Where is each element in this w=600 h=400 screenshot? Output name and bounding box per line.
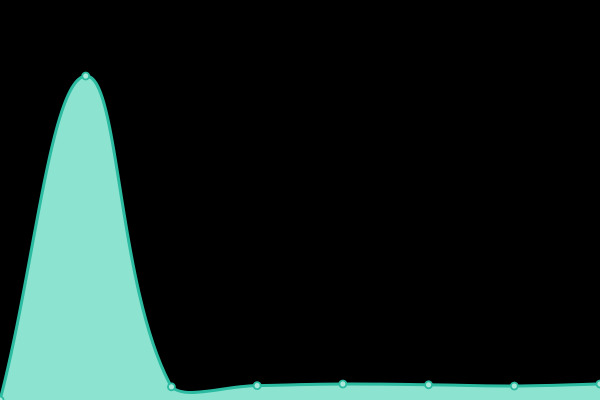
data-point-marker[interactable] xyxy=(167,382,176,392)
data-point-marker[interactable] xyxy=(252,381,262,391)
data-point-markers xyxy=(0,71,600,400)
data-point-marker[interactable] xyxy=(509,381,519,391)
data-point-marker[interactable] xyxy=(81,71,91,81)
line-stroke xyxy=(0,74,600,400)
data-point-marker[interactable] xyxy=(424,380,433,390)
data-point-marker[interactable] xyxy=(595,379,600,389)
data-point-marker[interactable] xyxy=(338,379,348,389)
data-point-marker[interactable] xyxy=(0,395,5,400)
area-fill xyxy=(0,75,600,400)
